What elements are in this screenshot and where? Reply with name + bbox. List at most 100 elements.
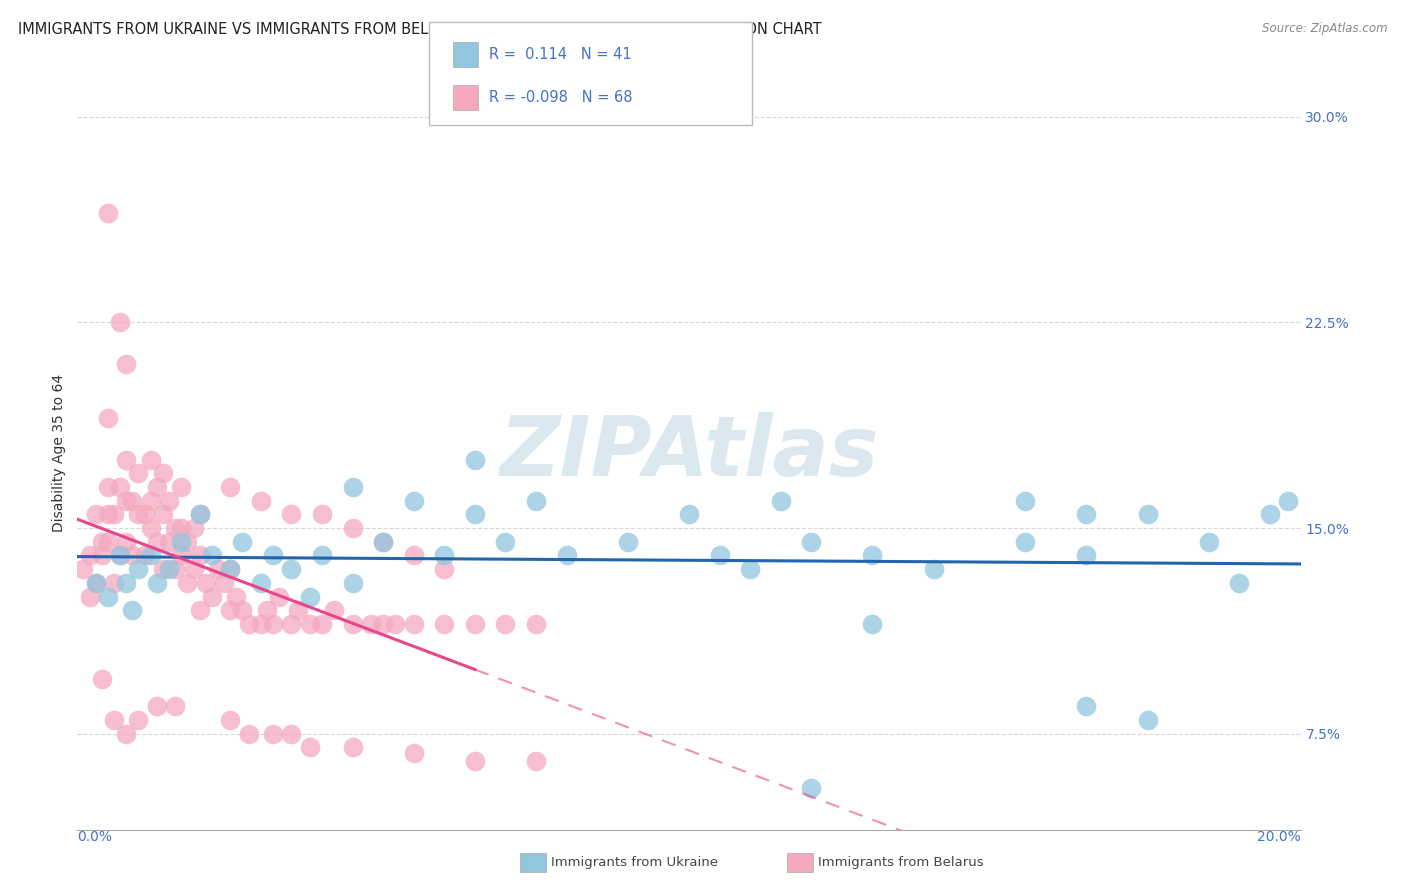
Point [165, 699, 187, 714]
Point [1229, 575, 1251, 590]
Point [157, 562, 180, 576]
Point [287, 603, 309, 617]
Point [72, 562, 94, 576]
Point [384, 617, 406, 632]
Point [360, 617, 382, 632]
Point [433, 549, 456, 563]
Text: Immigrants from Belarus: Immigrants from Belarus [818, 856, 984, 869]
Point [108, 549, 131, 563]
Point [342, 617, 364, 632]
Point [121, 493, 143, 508]
Point [464, 617, 486, 632]
Point [298, 590, 321, 604]
Point [152, 508, 174, 522]
Point [1076, 699, 1098, 714]
Point [524, 754, 547, 768]
Point [464, 508, 486, 522]
Point [740, 562, 762, 576]
Point [262, 549, 284, 563]
Point [115, 357, 138, 371]
Point [183, 562, 205, 576]
Point [371, 534, 394, 549]
Point [495, 534, 517, 549]
Point [922, 562, 945, 576]
Point [250, 575, 273, 590]
Point [139, 493, 162, 508]
Text: IMMIGRANTS FROM UKRAINE VS IMMIGRANTS FROM BELARUS DISABILITY AGE 35 TO 64 CORRE: IMMIGRANTS FROM UKRAINE VS IMMIGRANTS FR… [18, 22, 823, 37]
Point [342, 575, 364, 590]
Text: R =  0.114   N = 41: R = 0.114 N = 41 [489, 47, 631, 62]
Point [127, 467, 149, 481]
Point [311, 549, 333, 563]
Point [311, 508, 333, 522]
Point [188, 508, 211, 522]
Point [115, 726, 138, 740]
Point [103, 508, 125, 522]
Point [170, 480, 193, 494]
Text: 0.0%: 0.0% [77, 830, 112, 844]
Point [800, 781, 823, 796]
Point [115, 493, 138, 508]
Point [555, 549, 578, 563]
Point [108, 480, 131, 494]
Point [219, 603, 242, 617]
Point [269, 590, 291, 604]
Point [280, 617, 302, 632]
Point [231, 603, 253, 617]
Point [323, 603, 346, 617]
Point [238, 726, 260, 740]
Text: 20.0%: 20.0% [1257, 830, 1301, 844]
Point [97, 411, 120, 425]
Point [371, 534, 394, 549]
Point [219, 562, 242, 576]
Point [231, 534, 253, 549]
Point [495, 617, 517, 632]
Point [134, 508, 156, 522]
Point [250, 493, 273, 508]
Point [90, 549, 112, 563]
Point [225, 590, 247, 604]
Point [127, 562, 149, 576]
Point [188, 508, 211, 522]
Point [121, 603, 143, 617]
Point [433, 617, 456, 632]
Point [146, 575, 169, 590]
Point [524, 617, 547, 632]
Y-axis label: Disability Age 35 to 64: Disability Age 35 to 64 [52, 374, 66, 532]
Point [402, 746, 425, 760]
Point [97, 590, 120, 604]
Point [280, 562, 302, 576]
Point [188, 549, 211, 563]
Point [402, 617, 425, 632]
Point [1277, 493, 1299, 508]
Point [1076, 549, 1098, 563]
Point [250, 617, 273, 632]
Point [1258, 508, 1281, 522]
Point [262, 726, 284, 740]
Point [157, 493, 180, 508]
Point [79, 549, 101, 563]
Point [402, 493, 425, 508]
Point [524, 493, 547, 508]
Point [97, 534, 120, 549]
Point [103, 713, 125, 727]
Text: Immigrants from Ukraine: Immigrants from Ukraine [551, 856, 718, 869]
Point [157, 534, 180, 549]
Point [176, 575, 198, 590]
Point [139, 549, 162, 563]
Point [152, 467, 174, 481]
Point [127, 713, 149, 727]
Point [139, 452, 162, 467]
Point [256, 603, 278, 617]
Point [97, 206, 120, 220]
Point [146, 534, 169, 549]
Point [97, 480, 120, 494]
Text: R = -0.098   N = 68: R = -0.098 N = 68 [489, 90, 633, 104]
Point [862, 617, 884, 632]
Point [108, 549, 131, 563]
Point [402, 549, 425, 563]
Point [617, 534, 640, 549]
Point [194, 575, 217, 590]
Point [709, 549, 731, 563]
Point [433, 562, 456, 576]
